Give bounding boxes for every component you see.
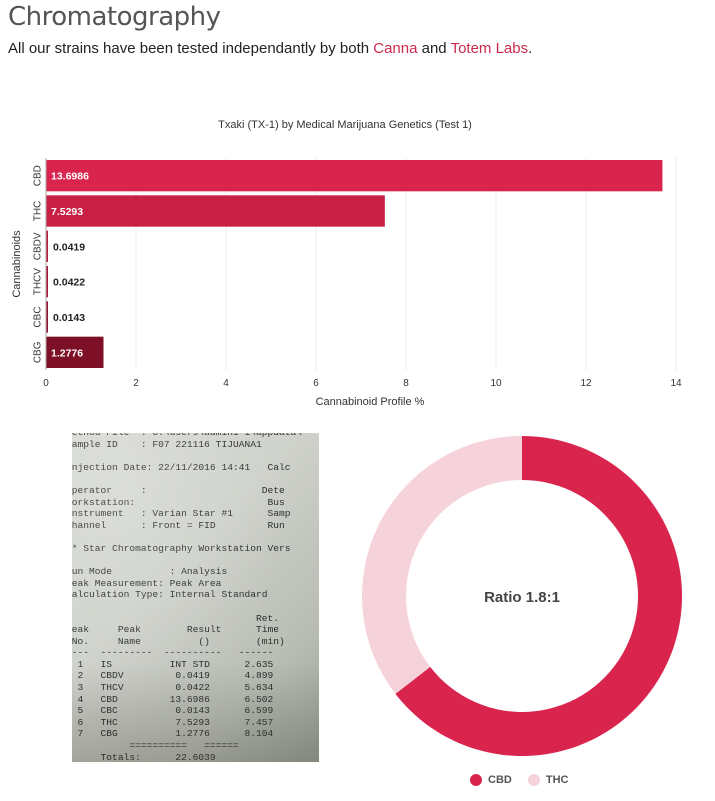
legend-thc-dot xyxy=(527,774,540,786)
bar-thc xyxy=(46,195,385,227)
report-line: 5 CBC 0.0143 6.599 xyxy=(72,705,319,717)
report-line: 2 CBDV 0.0419 4.899 xyxy=(72,670,319,682)
x-tick-label: 10 xyxy=(490,378,502,389)
report-line: Instrument : Varian Star #1 Samp xyxy=(72,508,319,520)
report-line: Sample ID : F07 221116 TIJUANA1 xyxy=(72,439,319,451)
y-tick-label-cbc: CBC xyxy=(33,306,44,327)
y-tick-label-cbdv: CBDV xyxy=(33,232,44,260)
bar-cbc xyxy=(46,301,48,333)
report-line: 3 THCV 0.0422 5.634 xyxy=(72,682,319,694)
report-line: 6 THC 7.5293 7.457 xyxy=(72,717,319,729)
bar-value-label-cbdv: 0.0419 xyxy=(53,241,85,253)
report-line: 4 CBD 13.6986 6.502 xyxy=(72,694,319,706)
report-line: Workstation: Bus xyxy=(72,497,319,509)
donut-legend: CBD THC xyxy=(470,774,568,786)
photo-shading xyxy=(72,433,319,762)
x-axis-title: Cannabinoid Profile % xyxy=(316,396,425,408)
report-line: Channel : Front = FID Run xyxy=(72,520,319,532)
x-tick-label: 12 xyxy=(580,378,592,389)
bar-cbdv xyxy=(46,230,48,262)
report-line: Peak Measurement: Peak Area xyxy=(72,578,319,590)
report-line: Operator : Dete xyxy=(72,485,319,497)
chart-title: Txaki (TX-1) by Medical Marijuana Geneti… xyxy=(218,119,472,131)
x-tick-label: 0 xyxy=(43,378,49,389)
and-text: and xyxy=(421,40,447,57)
bar-value-label-thcv: 0.0422 xyxy=(53,277,85,289)
intro-paragraph: All our strains have been tested indepen… xyxy=(8,40,532,57)
y-tick-label-thc: THC xyxy=(33,201,44,222)
report-line: Totals: 22.6039 xyxy=(72,752,319,762)
legend-item-thc[interactable]: THC xyxy=(527,774,569,786)
x-tick-label: 8 xyxy=(403,378,409,389)
report-line: Method File : C:\users\admini~1\appdata\ xyxy=(72,433,319,439)
report-line: 1 IS INT STD 2.635 xyxy=(72,659,319,671)
cannabinoid-bar-chart: Txaki (TX-1) by Medical Marijuana Geneti… xyxy=(11,119,682,408)
report-printout-text: Method File : C:\users\admini~1\appdata\… xyxy=(72,433,319,762)
bar-value-label-cbd: 13.6986 xyxy=(51,171,89,183)
report-line: Peak Peak Result Time xyxy=(72,624,319,636)
chromatography-report-photo: Method File : C:\users\admini~1\appdata\… xyxy=(72,433,319,762)
legend-thc-label: THC xyxy=(545,774,569,786)
legend-cbd-label: CBD xyxy=(488,774,512,786)
x-tick-label: 2 xyxy=(133,378,139,389)
bar-cbg xyxy=(46,336,104,368)
legend-item-cbd[interactable]: CBD xyxy=(470,774,512,786)
report-line: Calculation Type: Internal Standard xyxy=(72,589,319,601)
donut-slice-cbd xyxy=(395,436,682,756)
report-line: 7 CBG 1.2776 8.104 xyxy=(72,728,319,740)
report-line: No. Name () (min) xyxy=(72,636,319,648)
bar-cbd xyxy=(46,160,663,192)
y-tick-label-cbd: CBD xyxy=(33,165,44,186)
y-tick-label-thcv: THCV xyxy=(33,268,44,296)
bar-value-label-thc: 7.5293 xyxy=(51,206,83,218)
y-tick-label-cbg: CBG xyxy=(33,341,44,363)
report-line: ========== ====== xyxy=(72,740,319,752)
bar-value-label-cbc: 0.0143 xyxy=(53,312,85,324)
page-title: Chromatography xyxy=(8,2,221,32)
report-line: Ret. xyxy=(72,613,319,625)
bar-value-label-cbg: 1.2776 xyxy=(51,347,83,359)
x-tick-label: 6 xyxy=(313,378,319,389)
intro-period: . xyxy=(528,40,533,57)
canna-link[interactable]: Canna xyxy=(373,40,418,57)
legend-cbd-dot xyxy=(470,774,482,786)
report-line: ---- --------- ---------- ------ xyxy=(72,647,319,659)
report-line: ** Star Chromatography Workstation Vers xyxy=(72,543,319,555)
intro-text: All our strains have been tested indepen… xyxy=(8,40,370,57)
donut-slice-thc xyxy=(362,436,522,694)
report-line: Injection Date: 22/11/2016 14:41 Calc xyxy=(72,462,319,474)
donut-center-label: Ratio 1.8:1 xyxy=(484,589,560,606)
x-tick-label: 4 xyxy=(223,378,229,389)
y-axis-title: Cannabinoids xyxy=(11,230,23,298)
report-line: Run Mode : Analysis xyxy=(72,566,319,578)
x-tick-label: 14 xyxy=(670,378,682,389)
cbd-thc-ratio-donut-chart: Ratio 1.8:1 xyxy=(362,436,682,756)
bar-thcv xyxy=(46,266,48,298)
totem-labs-link[interactable]: Totem Labs xyxy=(450,40,529,57)
